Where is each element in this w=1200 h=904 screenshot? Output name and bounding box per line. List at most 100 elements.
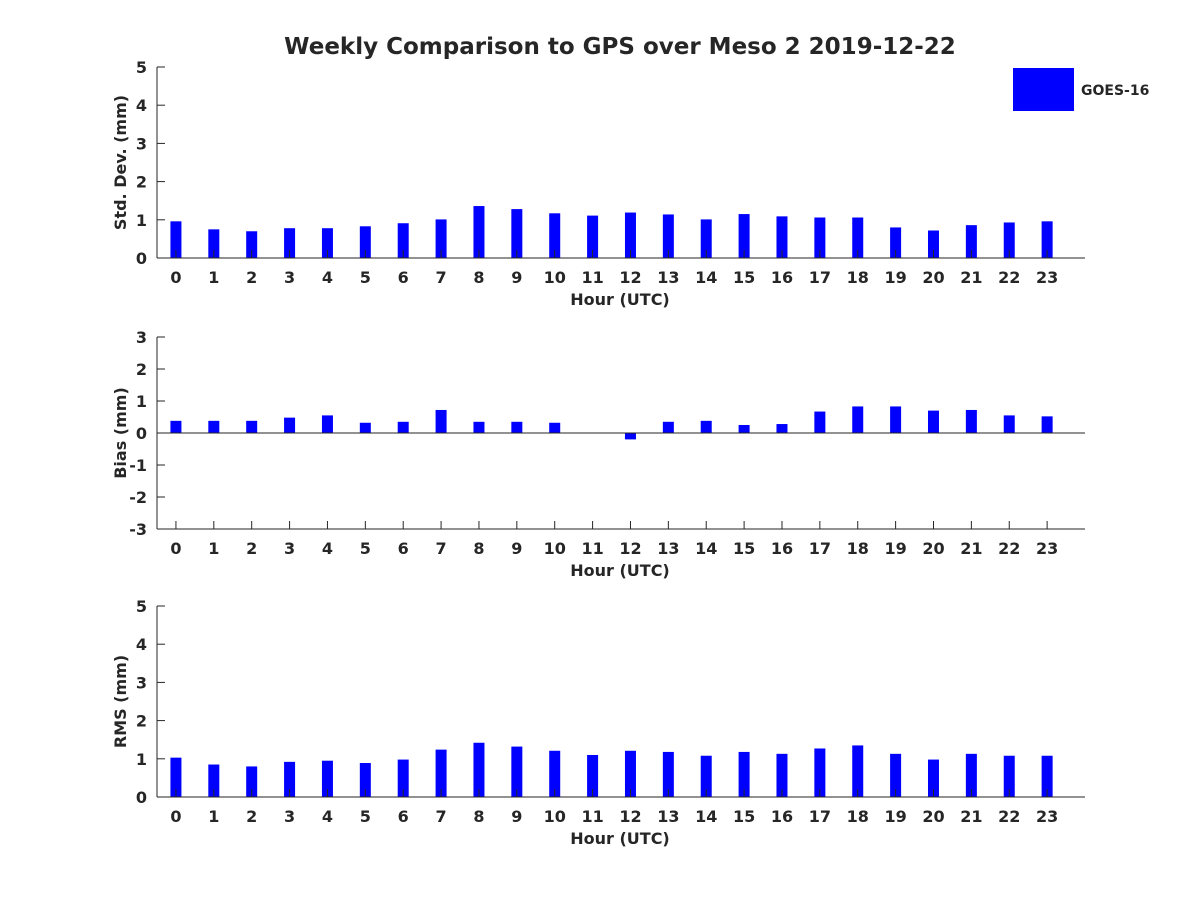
bar-hour-17: [814, 217, 826, 258]
bar-hour-12: [624, 433, 636, 440]
x-tick-label: 14: [695, 807, 717, 826]
y-tick-label: 1: [136, 750, 147, 769]
x-axis-label: Hour (UTC): [570, 290, 670, 309]
bar-hour-18: [852, 217, 864, 258]
bar-hour-4: [321, 228, 333, 258]
x-tick-label: 4: [322, 268, 333, 287]
bar-hour-6: [397, 421, 409, 433]
bar-hour-6: [397, 759, 409, 797]
bar-hour-14: [700, 755, 712, 797]
bar-hour-10: [549, 422, 561, 433]
y-tick-label: 1: [136, 211, 147, 230]
x-tick-label: 7: [436, 268, 447, 287]
bar-hour-5: [359, 422, 371, 433]
bar-hour-8: [473, 421, 485, 433]
x-tick-label: 6: [398, 539, 409, 558]
y-tick-label: 0: [136, 249, 147, 268]
x-tick-label: 12: [619, 268, 641, 287]
bar-hour-16: [776, 753, 788, 797]
x-tick-label: 21: [960, 539, 982, 558]
x-tick-label: 18: [847, 268, 869, 287]
x-tick-label: 5: [360, 807, 371, 826]
x-tick-label: 14: [695, 539, 717, 558]
bar-hour-1: [208, 764, 220, 797]
x-tick-label: 5: [360, 268, 371, 287]
x-axis-label: Hour (UTC): [570, 829, 670, 848]
x-tick-label: 11: [581, 268, 603, 287]
x-tick-label: 22: [998, 268, 1020, 287]
x-tick-label: 1: [208, 539, 219, 558]
x-tick-label: 14: [695, 268, 717, 287]
x-tick-label: 17: [809, 539, 831, 558]
x-tick-label: 0: [170, 807, 181, 826]
x-tick-label: 13: [657, 807, 679, 826]
bar-hour-2: [246, 420, 258, 433]
x-tick-label: 21: [960, 807, 982, 826]
x-tick-label: 2: [246, 268, 257, 287]
x-tick-label: 8: [473, 268, 484, 287]
y-tick-label: 3: [136, 673, 147, 692]
bar-hour-19: [890, 406, 902, 433]
x-tick-label: 10: [544, 268, 566, 287]
x-tick-label: 3: [284, 807, 295, 826]
bar-hour-21: [965, 225, 977, 258]
bar-hour-19: [890, 753, 902, 797]
bar-hour-17: [814, 411, 826, 433]
x-tick-label: 8: [473, 807, 484, 826]
bar-hour-22: [1003, 415, 1015, 433]
bar-hour-0: [170, 420, 182, 433]
bar-hour-18: [852, 745, 864, 797]
x-tick-label: 22: [998, 807, 1020, 826]
bar-hour-13: [662, 751, 674, 797]
y-axis-label: RMS (mm): [111, 655, 130, 748]
x-tick-label: 16: [771, 268, 793, 287]
bar-hour-2: [246, 766, 258, 797]
bar-hour-17: [814, 748, 826, 797]
x-tick-label: 6: [398, 268, 409, 287]
y-axis-label: Std. Dev. (mm): [111, 95, 130, 230]
bar-hour-21: [965, 753, 977, 797]
bar-hour-2: [246, 231, 258, 258]
x-tick-label: 23: [1036, 268, 1058, 287]
bar-hour-7: [435, 219, 447, 258]
x-tick-label: 9: [511, 539, 522, 558]
chart-title: Weekly Comparison to GPS over Meso 2 201…: [284, 34, 956, 60]
x-tick-label: 17: [809, 807, 831, 826]
bar-hour-3: [284, 761, 296, 797]
bar-hour-4: [321, 415, 333, 433]
bar-hour-20: [927, 410, 939, 433]
bar-hour-8: [473, 206, 485, 258]
x-tick-label: 2: [246, 539, 257, 558]
x-tick-label: 18: [847, 539, 869, 558]
bar-hour-13: [662, 421, 674, 433]
bar-hour-15: [738, 425, 750, 433]
y-axis-label: Bias (mm): [111, 387, 130, 479]
legend: GOES-16: [1013, 68, 1149, 111]
x-tick-label: 23: [1036, 539, 1058, 558]
bar-hour-7: [435, 749, 447, 797]
x-tick-label: 15: [733, 539, 755, 558]
bar-hour-13: [662, 214, 674, 258]
x-tick-label: 9: [511, 807, 522, 826]
bar-hour-12: [624, 212, 636, 258]
bar-hour-15: [738, 751, 750, 797]
bar-hour-4: [321, 760, 333, 797]
x-tick-label: 4: [322, 539, 333, 558]
y-tick-label: 5: [136, 58, 147, 77]
x-tick-label: 18: [847, 807, 869, 826]
bar-hour-15: [738, 214, 750, 258]
bar-hour-1: [208, 229, 220, 258]
x-axis-label: Hour (UTC): [570, 561, 670, 580]
x-tick-label: 11: [581, 807, 603, 826]
legend-label: GOES-16: [1081, 83, 1149, 99]
x-tick-label: 1: [208, 268, 219, 287]
bar-hour-0: [170, 757, 182, 797]
x-tick-label: 8: [473, 539, 484, 558]
bar-hour-10: [549, 213, 561, 258]
x-tick-label: 3: [284, 539, 295, 558]
bar-hour-6: [397, 223, 409, 258]
